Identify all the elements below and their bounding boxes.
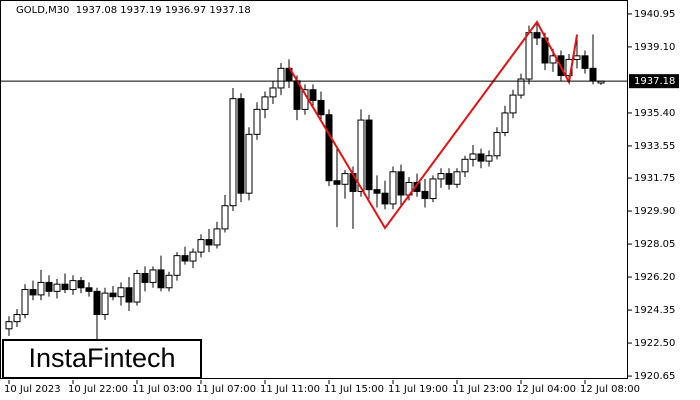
candle-body — [189, 251, 197, 262]
candle-body — [397, 171, 405, 196]
x-tick-label: 10 Jul 22:00 — [68, 384, 128, 395]
candle-body — [389, 171, 397, 205]
candle-body — [165, 274, 173, 289]
candle-body — [365, 119, 373, 191]
candle-body — [37, 281, 45, 296]
candle-body — [229, 98, 237, 207]
candle-body — [309, 89, 317, 101]
last-price-box — [629, 74, 679, 89]
candle-body — [5, 321, 13, 330]
x-tick-label: 11 Jul 19:00 — [388, 384, 448, 395]
candle-body — [101, 292, 109, 316]
candle-body — [269, 87, 277, 98]
candle-body — [509, 94, 517, 114]
candle-body — [445, 173, 453, 185]
candle-body — [341, 173, 349, 185]
candle-body — [117, 287, 125, 298]
candle-body — [469, 153, 477, 160]
candle-body — [53, 283, 61, 292]
logo-box — [2, 339, 202, 379]
candle-body — [413, 182, 421, 192]
y-tick-label: 1929.90 — [634, 206, 675, 217]
candle-body — [493, 132, 501, 157]
candle-body — [21, 289, 29, 316]
y-tick-label: 1931.75 — [634, 173, 675, 184]
candle-body — [245, 133, 253, 194]
candle-body — [157, 269, 165, 289]
x-tick-label: 12 Jul 08:00 — [580, 384, 640, 395]
x-tick-label: 11 Jul 11:00 — [260, 384, 320, 395]
candle-body — [421, 190, 429, 200]
plot-frame — [0, 0, 628, 379]
last-price-label: 1937.18 — [634, 76, 675, 87]
y-tick-label: 1924.35 — [634, 305, 675, 316]
candle-body — [93, 290, 101, 316]
x-tick-label: 11 Jul 15:00 — [324, 384, 384, 395]
candle-body — [429, 178, 437, 200]
candle-body — [573, 55, 581, 60]
candle-body — [29, 289, 37, 296]
candle-body — [317, 99, 325, 116]
candle-body — [533, 32, 541, 39]
candle-body — [357, 119, 365, 192]
candle-body — [477, 153, 485, 162]
candle-body — [109, 292, 117, 298]
candle-body — [205, 239, 213, 246]
candle-body — [61, 283, 69, 291]
candle-body — [197, 239, 205, 253]
y-tick-label: 1926.20 — [634, 272, 675, 283]
candle-body — [173, 255, 181, 276]
candle-body — [237, 98, 245, 194]
candle-body — [437, 173, 445, 180]
chart-header: GOLD,M30 1937.08 1937.19 1936.97 1937.18 — [16, 5, 251, 16]
candle-body — [45, 281, 53, 292]
candle-body — [333, 180, 341, 185]
y-tick-label: 1922.50 — [634, 338, 675, 349]
x-tick-label: 11 Jul 07:00 — [196, 384, 256, 395]
candle-body — [125, 287, 133, 303]
candle-body — [85, 287, 93, 292]
y-tick-label: 1939.10 — [634, 42, 675, 53]
candle-body — [501, 112, 509, 134]
candle-body — [525, 32, 533, 80]
y-tick-label: 1920.65 — [634, 371, 675, 382]
logo: InstaFintech — [28, 343, 175, 373]
candle-body — [13, 314, 21, 323]
candle-body — [261, 96, 269, 110]
candle-body — [181, 255, 189, 262]
x-tick-label: 12 Jul 04:00 — [516, 384, 576, 395]
candle-body — [381, 192, 389, 205]
pattern-line — [288, 20, 578, 230]
candle-body — [485, 155, 493, 162]
candle-body — [461, 158, 469, 173]
candle-body — [589, 67, 597, 82]
candle-body — [69, 280, 77, 291]
candle-body — [517, 78, 525, 96]
y-tick-label: 1928.05 — [634, 239, 675, 250]
candle-body — [221, 205, 229, 230]
candle-body — [133, 272, 141, 303]
candle-body — [253, 108, 261, 135]
candle-body — [277, 67, 285, 89]
candle-body — [581, 55, 589, 69]
x-tick-label: 10 Jul 2023 — [4, 384, 61, 395]
candle-body — [141, 272, 149, 283]
y-tick-label: 1935.40 — [634, 108, 675, 119]
x-tick-label: 11 Jul 03:00 — [132, 384, 192, 395]
candle-body — [453, 171, 461, 185]
candle-body — [77, 280, 85, 289]
y-tick-label: 1940.95 — [634, 9, 675, 20]
candle-body — [373, 189, 381, 194]
candle-body — [149, 269, 157, 283]
y-tick-label: 1933.55 — [634, 141, 675, 152]
candle-body — [213, 228, 221, 246]
x-tick-label: 11 Jul 23:00 — [452, 384, 512, 395]
candle-body — [325, 114, 333, 182]
